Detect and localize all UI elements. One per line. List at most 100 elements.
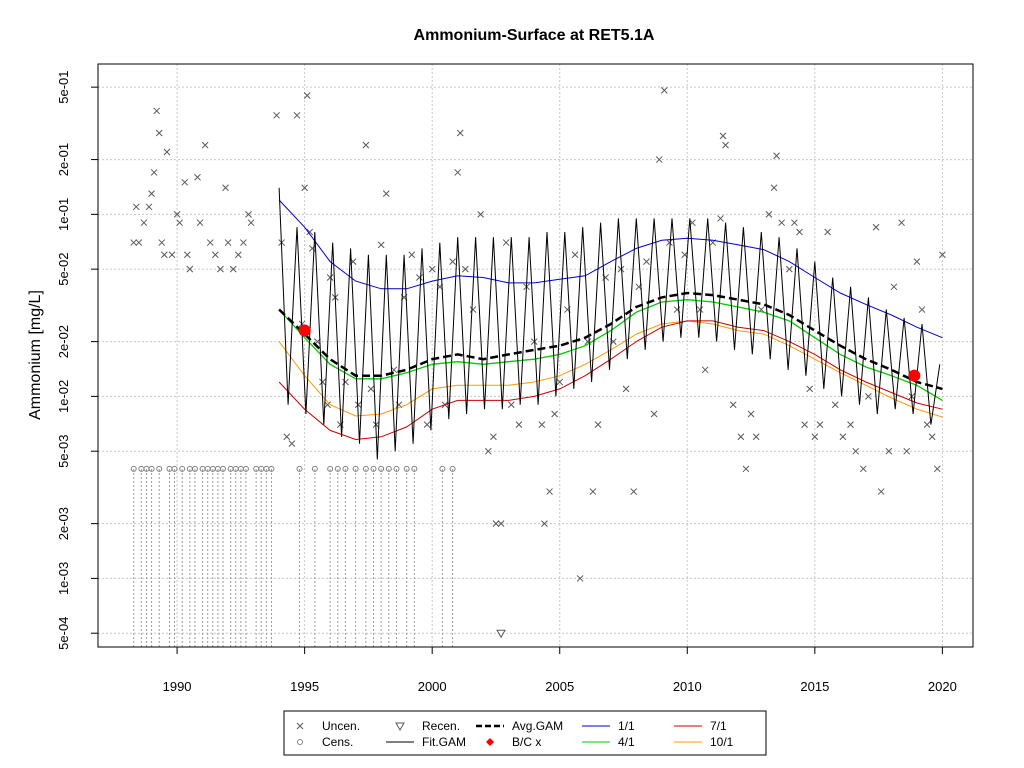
y-tick-label: 5e-01	[56, 71, 71, 104]
uncensored-point	[158, 239, 166, 246]
x-tick-label: 1995	[290, 679, 319, 694]
uncensored-point	[722, 141, 729, 149]
uncensored-point	[229, 265, 237, 273]
uncensored-point	[885, 447, 893, 455]
censored-point	[393, 465, 400, 472]
uncensored-point	[696, 306, 704, 313]
uncensored-point	[196, 219, 204, 227]
uncensored-point	[847, 421, 854, 428]
uncensored-point	[408, 251, 416, 259]
uncensored-point	[650, 410, 658, 418]
uncensored-point	[306, 228, 314, 236]
curves	[278, 187, 943, 460]
uncensored-point	[806, 385, 814, 393]
uncensored-point	[538, 421, 546, 428]
uncensored-point	[342, 378, 349, 386]
uncensored-point	[541, 520, 548, 527]
legend-symbol-recen	[395, 722, 405, 732]
uncensored-point	[923, 421, 931, 428]
uncensored-point	[831, 401, 839, 409]
uncensored-point	[186, 265, 194, 273]
uncensored-point	[913, 258, 921, 265]
legend-box	[283, 710, 767, 756]
censored-range-lines	[133, 468, 454, 647]
uncensored-point	[791, 219, 798, 227]
uncensored-point	[303, 92, 311, 99]
uncensored-point	[367, 385, 375, 393]
uncensored-point	[816, 421, 824, 428]
uncensored-point	[135, 239, 143, 246]
uncensored-point	[217, 265, 224, 273]
y-tick-label: 5e-02	[56, 253, 71, 286]
uncensored-point	[148, 190, 155, 197]
censored-point	[268, 465, 275, 472]
y-tick-label: 5e-03	[56, 435, 71, 468]
uncensored-point	[497, 520, 505, 527]
uncensored-point	[852, 447, 860, 455]
x-axis: 1990 1995 2000 2005 2010 2015 2020	[163, 646, 957, 694]
uncensored-point	[865, 393, 872, 400]
uncensored-point	[839, 433, 847, 441]
censored-point	[378, 465, 385, 472]
uncensored-point	[770, 184, 778, 192]
uncensored-point	[630, 488, 638, 495]
uncensored-point	[824, 228, 831, 236]
legend-symbol-uncen	[296, 722, 304, 730]
uncensored-point	[747, 410, 755, 418]
uncensored-point	[423, 421, 431, 428]
uncensored-point	[660, 87, 668, 94]
uncensored-point	[211, 251, 219, 259]
uncensored-point	[796, 228, 803, 236]
uncensored-point	[515, 421, 523, 428]
uncensored-point	[155, 129, 163, 137]
uncensored-point	[245, 211, 252, 218]
y-tick-label: 1e-01	[56, 198, 71, 231]
uncensored-point	[449, 258, 456, 265]
censored-point	[403, 465, 410, 472]
censored-point	[449, 465, 456, 472]
uncensored-point	[765, 211, 773, 218]
legend-label: 1/1	[618, 719, 635, 733]
uncensored-point	[301, 184, 308, 192]
uncensored-point	[666, 239, 673, 246]
data-points	[130, 87, 946, 639]
uncensored-point	[622, 385, 630, 393]
uncensored-point	[130, 239, 138, 246]
censored-point	[342, 465, 349, 472]
censored-point	[352, 465, 359, 472]
uncensored-point	[737, 433, 745, 441]
uncensored-point	[145, 203, 153, 211]
uncensored-point	[293, 111, 301, 119]
uncensored-point	[643, 258, 650, 265]
uncensored-point	[160, 251, 168, 259]
chart-title: Ammonium-Surface at RET5.1A	[414, 27, 655, 44]
uncensored-point	[150, 169, 158, 176]
uncensored-point	[428, 265, 436, 273]
y-tick-label: 1e-03	[56, 562, 71, 595]
y-axis-label: Ammonium [mg/L]	[27, 290, 44, 420]
legend-label: 7/1	[710, 719, 727, 733]
x-tick-label: 2015	[800, 679, 829, 694]
y-tick-label: 2e-01	[56, 143, 71, 176]
legend-label: 10/1	[710, 735, 734, 749]
uncensored-point	[362, 141, 370, 149]
uncensored-point	[273, 111, 280, 119]
uncensored-point	[240, 239, 247, 246]
uncensored-point	[502, 239, 510, 246]
y-tick-label: 5e-04	[56, 617, 71, 650]
bc-point	[298, 324, 311, 337]
uncensored-point	[729, 401, 737, 409]
uncensored-point	[617, 265, 625, 273]
uncensored-point	[811, 433, 819, 441]
uncensored-point	[224, 239, 232, 246]
uncensored-point	[576, 575, 584, 582]
legend-label: B/C x	[512, 735, 541, 749]
y-tick-label: 2e-03	[56, 507, 71, 540]
recensored-point	[496, 629, 506, 639]
censored-point	[191, 465, 198, 472]
censored-point	[334, 465, 341, 472]
uncensored-point	[872, 223, 880, 231]
censored-point	[327, 465, 334, 472]
censored-point	[148, 465, 155, 472]
